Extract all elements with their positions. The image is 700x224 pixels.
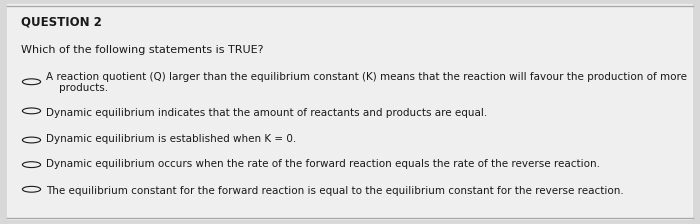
- Text: Dynamic equilibrium indicates that the amount of reactants and products are equa: Dynamic equilibrium indicates that the a…: [46, 108, 487, 118]
- Text: A reaction quotient (Q) larger than the equilibrium constant (K) means that the : A reaction quotient (Q) larger than the …: [46, 72, 687, 93]
- Text: Which of the following statements is TRUE?: Which of the following statements is TRU…: [21, 45, 263, 55]
- Text: QUESTION 2: QUESTION 2: [21, 16, 102, 29]
- Text: Dynamic equilibrium is established when K = 0.: Dynamic equilibrium is established when …: [46, 134, 297, 144]
- Text: Dynamic equilibrium occurs when the rate of the forward reaction equals the rate: Dynamic equilibrium occurs when the rate…: [46, 159, 600, 169]
- Text: The equilibrium constant for the forward reaction is equal to the equilibrium co: The equilibrium constant for the forward…: [46, 186, 624, 196]
- FancyBboxPatch shape: [7, 4, 693, 220]
